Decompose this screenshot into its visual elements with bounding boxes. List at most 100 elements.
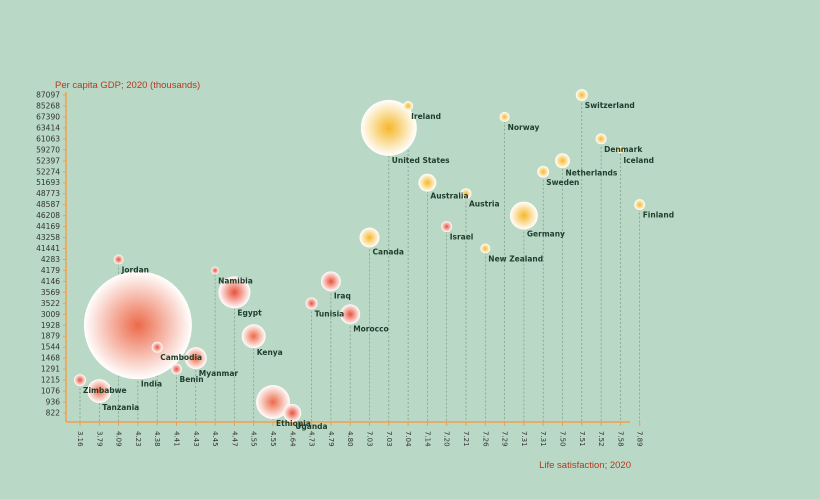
x-tick-label: 7.20 [443,431,451,447]
bubble-label: Netherlands [566,168,618,177]
bubble-myanmar [184,347,207,370]
x-tick-label: 4.38 [153,431,161,447]
x-tick-label: 4.09 [115,431,123,447]
y-tick-label: 67390 [36,112,60,121]
y-tick-label: 4146 [41,277,60,286]
y-tick-label: 4283 [41,255,60,264]
y-tick-label: 3569 [41,288,60,297]
bubble-iraq [320,271,341,292]
x-axis-title: Life satisfaction; 2020 [539,460,631,471]
bubble-cambodia [151,341,163,353]
bubble-ireland [403,100,414,111]
y-tick-label: 3522 [41,299,60,308]
y-tick-label: 1215 [41,376,60,385]
bubble-morocco [340,304,361,325]
bubble-switzerland [575,89,588,101]
y-tick-label: 52274 [36,167,60,176]
y-tick-label: 63414 [36,123,60,132]
bubble-tanzania [87,379,112,404]
y-tick-label: 48587 [36,200,60,209]
bubble-iceland [616,146,624,154]
bubble-new-zealand [480,243,491,254]
y-tick-label: 936 [46,398,61,407]
y-tick-label: 1291 [41,365,60,374]
bubble-label: Canada [373,248,404,257]
x-tick-label: 7.03 [385,431,393,447]
x-tick-label: 4.55 [269,431,277,447]
x-tick-label: 7.51 [578,431,586,447]
bubble-tunisia [305,297,318,310]
bubble-label: Tanzania [102,403,139,412]
drop-lines [79,95,641,422]
bubble-label: Germany [527,230,565,239]
x-tick-label: 3.16 [76,431,84,447]
bubble-label: Uganda [295,422,327,431]
bubble-label: Finland [643,211,674,220]
x-tick-label: 7.31 [520,431,528,447]
bubble-jordan [113,254,124,265]
x-tick-label: 4.47 [230,431,238,447]
x-tick-label: 4.41 [173,431,181,447]
x-tick-label: 7.31 [539,431,547,447]
bubble-label: Myanmar [199,369,239,378]
bubble-finland [634,199,646,211]
bubble-netherlands [555,153,570,169]
x-tick-label: 4.79 [327,431,335,447]
x-tick-label: 4.73 [308,431,316,447]
y-tick-label: 44169 [36,222,60,231]
y-ticks: 822 936 1076 1215 1291 1468 1544 1879 1928 3009 35… [36,91,66,418]
bubble-label: Kenya [257,348,283,357]
bubble-label: India [141,379,162,388]
bubble-label: Switzerland [585,101,635,110]
x-tick-label: 3.79 [95,431,103,447]
x-tick-label: 7.26 [481,431,489,447]
bubble-label: Austria [469,200,500,209]
bubble-label: New Zealand [488,255,543,264]
bubble-label: Benin [180,375,204,384]
bubble-india [83,271,192,380]
y-tick-label: 61063 [36,134,60,143]
bubble-label: Australia [430,192,468,201]
y-tick-label: 1928 [41,321,60,330]
bubble-label: Iraq [334,291,351,300]
y-tick-label: 43258 [36,233,60,242]
x-tick-label: 4.80 [346,431,354,447]
y-tick-label: 1879 [41,332,60,341]
x-tick-label: 7.14 [423,431,431,447]
bubbles [74,89,646,422]
bubble-ethiopia [256,385,290,420]
x-tick-label: 7.04 [404,431,412,447]
x-tick-label: 4.45 [211,431,219,447]
bubble-benin [171,363,182,375]
y-tick-label: 87097 [36,91,60,100]
bubble-austria [460,188,472,200]
bubble-label: Ethiopia [276,419,311,428]
bubble-label: Namibia [218,276,253,285]
bubble-label: Israel [450,233,474,242]
y-tick-label: 48773 [36,189,60,198]
bubble-israel [441,221,453,233]
x-tick-label: 7.03 [366,431,374,447]
bubble-zimbabwe [74,374,86,387]
x-ticks: 3.16 3.79 4.09 4.23 4.38 4.41 4.43 4.45 4.47 4.55… [76,422,644,447]
x-tick-label: 4.55 [250,431,258,447]
bubble-label: United States [392,156,450,165]
x-tick-label: 7.89 [636,431,644,447]
bubble-label: Denmark [604,145,643,154]
x-tick-label: 7.58 [616,431,624,447]
bubble-kenya [241,324,266,349]
y-tick-label: 3009 [41,310,60,319]
bubble-label: Iceland [623,156,654,165]
y-tick-label: 41441 [36,244,60,253]
y-tick-label: 822 [46,409,61,418]
axes [65,92,630,423]
bubble-label: Tunisia [315,309,345,318]
bubble-label: Cambodia [160,353,202,362]
bubble-canada [359,227,380,248]
bubble-label: Jordan [121,265,149,274]
bubble-norway [499,111,510,122]
bubble-label: Zimbabwe [83,386,127,395]
y-tick-label: 1468 [41,354,60,363]
bubble-label: Sweden [546,178,579,187]
